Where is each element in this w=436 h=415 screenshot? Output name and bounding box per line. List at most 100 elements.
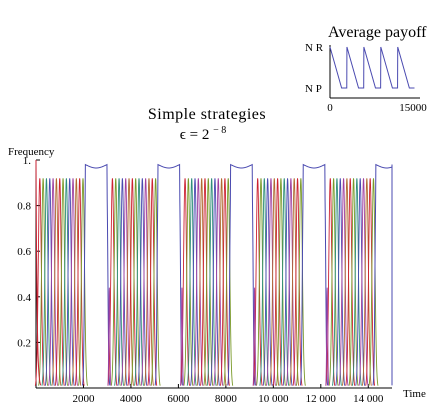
oscillation-peak (41, 178, 52, 386)
oscillation-peak (140, 178, 151, 386)
oscillation-peak (341, 178, 352, 386)
x-tick-label: 14 000 (353, 393, 384, 405)
oscillation-peak (38, 178, 49, 386)
oscillation-peak (114, 178, 124, 386)
y-tick-label: 1. (23, 155, 32, 167)
oscillation-peak (51, 178, 62, 386)
oscillation-peak (34, 178, 45, 386)
oscillation-peak (134, 178, 144, 386)
inset-y-tick-label-top: N R (305, 42, 324, 54)
average-payoff-line (329, 46, 415, 89)
oscillation-peak (61, 178, 72, 386)
oscillation-peak (124, 178, 134, 386)
oscillation-peak (361, 178, 372, 386)
average-payoff-inset: Average payoff N R N P 0 15000 (305, 24, 427, 114)
oscillation-peak (338, 178, 349, 386)
oscillation-peak (68, 178, 78, 386)
subtitle-base: ϵ = 2 (180, 127, 210, 143)
oscillation-peak (272, 178, 283, 386)
spike-series (107, 287, 112, 386)
oscillation-peak (358, 178, 369, 386)
oscillation-peak (120, 178, 131, 386)
inset-x-tick-label-end: 15000 (399, 102, 427, 114)
x-tick-label: 6000 (167, 393, 190, 405)
oscillation-peak (180, 178, 190, 386)
plateau-series (299, 163, 329, 386)
oscillation-peak (332, 178, 342, 386)
oscillation-peak (335, 178, 346, 386)
inset-title: Average payoff (328, 24, 427, 41)
oscillation-peak (200, 178, 210, 386)
oscillation-peak (351, 178, 362, 386)
oscillation-peak (54, 178, 65, 386)
oscillation-peak (365, 178, 376, 386)
oscillation-peak (252, 178, 263, 386)
plateau-series (82, 163, 111, 386)
y-tick-label: 0.8 (17, 201, 31, 213)
oscillation-peak (213, 178, 224, 386)
spike-series (252, 287, 257, 386)
oscillation-peak (219, 178, 230, 386)
chart-title: Simple strategies (148, 106, 266, 123)
y-tick-label: 0.6 (17, 246, 31, 258)
plateau-series (227, 163, 256, 386)
oscillation-peak (368, 178, 379, 386)
x-tick-label: 2000 (72, 393, 95, 405)
inset-x-tick-label-start: 0 (327, 102, 333, 114)
oscillation-peak (325, 178, 336, 386)
oscillation-peak (78, 178, 88, 386)
oscillation-peak (259, 178, 270, 386)
oscillation-peak (147, 178, 158, 386)
y-tick-label: 0.4 (17, 292, 31, 304)
oscillation-peak (74, 178, 85, 386)
x-tick-label: 4000 (120, 393, 143, 405)
oscillation-peak (144, 178, 154, 386)
x-tick-label: 8000 (215, 393, 238, 405)
oscillation-peak (266, 178, 276, 386)
oscillation-peak (110, 178, 121, 386)
oscillation-peak (348, 178, 359, 386)
oscillation-peak (206, 178, 217, 386)
oscillation-peak (203, 178, 214, 386)
oscillation-peak (355, 178, 366, 386)
oscillation-peak (285, 178, 296, 386)
oscillation-peak (269, 178, 280, 386)
oscillation-peak (190, 178, 200, 386)
oscillation-peak (58, 178, 68, 386)
oscillation-peak (279, 178, 290, 386)
oscillation-peak (150, 178, 161, 386)
spike-series (180, 287, 184, 386)
y-axis-label: Frequency (8, 146, 55, 158)
oscillation-peak (64, 178, 75, 386)
oscillation-peak (223, 178, 234, 386)
inset-y-tick-label-bottom: N P (305, 83, 322, 95)
oscillation-peak (328, 178, 339, 386)
x-axis-label: Time (403, 388, 426, 400)
oscillation-peak (48, 178, 59, 386)
oscillation-peak (44, 178, 55, 386)
oscillation-peak (256, 178, 266, 386)
oscillation-peak (130, 178, 141, 386)
oscillation-peak (210, 178, 220, 386)
oscillation-peak (196, 178, 207, 386)
initial-decay-series (35, 159, 42, 386)
x-tick-label: 12 000 (306, 393, 337, 405)
oscillation-peak (186, 178, 197, 386)
oscillation-peak (183, 178, 194, 386)
plateau-series (372, 163, 393, 386)
oscillation-peak (193, 178, 204, 386)
oscillation-peak (216, 178, 227, 386)
oscillation-peak (289, 178, 300, 386)
oscillation-peak (295, 178, 306, 386)
oscillation-peak (275, 178, 286, 386)
oscillation-peak (71, 178, 82, 386)
x-tick-label: 10 000 (258, 393, 289, 405)
y-tick-label: 0.2 (17, 337, 31, 349)
oscillation-peak (107, 178, 118, 386)
oscillation-peak (345, 178, 356, 386)
oscillation-peak (127, 178, 138, 386)
oscillation-peak (282, 178, 293, 386)
oscillation-peak (117, 178, 128, 386)
oscillation-peak (292, 178, 303, 386)
